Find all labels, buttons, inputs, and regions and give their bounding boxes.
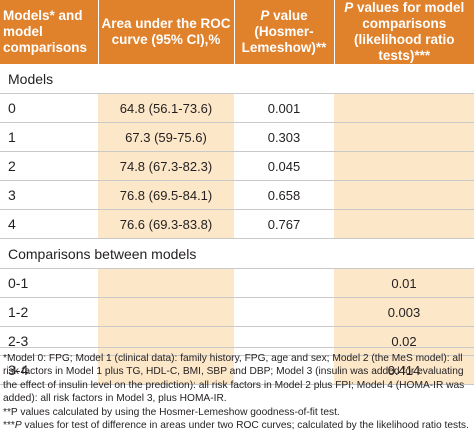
- hl-pvalue-cell: 0.045: [234, 151, 334, 181]
- hl-pvalue-cell: 0.767: [234, 209, 334, 239]
- hl-pvalue-cell: 0.303: [234, 122, 334, 152]
- row-label: 3: [0, 180, 98, 210]
- table-row: 0 64.8 (56.1-73.6) 0.001: [0, 93, 474, 123]
- hl-pvalue-cell: 0.658: [234, 180, 334, 210]
- hl-pvalue-cell: 0.001: [234, 93, 334, 123]
- section-label-comparisons: Comparisons between models: [0, 238, 474, 269]
- auc-cell: [98, 268, 234, 298]
- row-label: 0: [0, 93, 98, 123]
- table-row: 0-1 0.01: [0, 268, 474, 298]
- section-row-models: Models: [0, 64, 474, 94]
- header-lr-pvalue: P values for model comparisons (likeliho…: [334, 0, 474, 64]
- lr-pvalue-cell: 0.02: [334, 326, 474, 356]
- row-label: 0-1: [0, 268, 98, 298]
- section-label-models: Models: [0, 64, 474, 94]
- auc-cell: 64.8 (56.1-73.6): [98, 93, 234, 123]
- table-row: 2 74.8 (67.3-82.3) 0.045: [0, 151, 474, 181]
- footnotes: *Model 0: FPG; Model 1 (clinical data): …: [3, 352, 471, 432]
- lr-pvalue-cell: 0.003: [334, 297, 474, 327]
- section-row-comparisons: Comparisons between models: [0, 238, 474, 269]
- results-table: Models* and model comparisons Area under…: [0, 0, 474, 385]
- table-row: 3 76.8 (69.5-84.1) 0.658: [0, 180, 474, 210]
- table-row: 1-2 0.003: [0, 297, 474, 327]
- row-label: 1: [0, 122, 98, 152]
- bottom-rule: [0, 347, 474, 348]
- table-row: 1 67.3 (59-75.6) 0.303: [0, 122, 474, 152]
- header-auc: Area under the ROC curve (95% CI),%: [98, 0, 235, 64]
- table-row: 2-3 0.02: [0, 326, 474, 356]
- header-row: Models* and model comparisons Area under…: [0, 0, 474, 64]
- auc-cell: [98, 326, 234, 356]
- row-label: 2: [0, 151, 98, 181]
- row-label: 3-4: [0, 355, 98, 385]
- lr-pvalue-cell: [334, 93, 474, 123]
- row-label: 2-3: [0, 326, 98, 356]
- header-hl-pvalue: P value (Hosmer-Lemeshow)**: [234, 0, 335, 64]
- auc-cell: 76.8 (69.5-84.1): [98, 180, 234, 210]
- lr-pvalue-cell: [334, 180, 474, 210]
- lr-pvalue-cell: [334, 122, 474, 152]
- lr-pvalue-cell: [334, 151, 474, 181]
- hl-pvalue-cell: [234, 268, 334, 298]
- hl-pvalue-cell: [234, 297, 334, 327]
- hl-pvalue-cell: [234, 355, 334, 385]
- footnote-3: ***P values for test of difference in ar…: [3, 420, 469, 432]
- auc-cell: [98, 355, 234, 385]
- hl-pvalue-cell: [234, 326, 334, 356]
- row-label: 1-2: [0, 297, 98, 327]
- table-row: 3-4 0.414: [0, 355, 474, 385]
- footnote-2: **P values calculated by using the Hosme…: [3, 406, 340, 418]
- auc-cell: 76.6 (69.3-83.8): [98, 209, 234, 239]
- table-row: 4 76.6 (69.3-83.8) 0.767: [0, 209, 474, 239]
- footnote-1: *Model 0: FPG; Model 1 (clinical data): …: [3, 353, 465, 405]
- lr-pvalue-cell: 0.414: [334, 355, 474, 385]
- header-models: Models* and model comparisons: [0, 0, 99, 64]
- row-label: 4: [0, 209, 98, 239]
- auc-cell: [98, 297, 234, 327]
- lr-pvalue-cell: 0.01: [334, 268, 474, 298]
- lr-pvalue-cell: [334, 209, 474, 239]
- auc-cell: 67.3 (59-75.6): [98, 122, 234, 152]
- auc-cell: 74.8 (67.3-82.3): [98, 151, 234, 181]
